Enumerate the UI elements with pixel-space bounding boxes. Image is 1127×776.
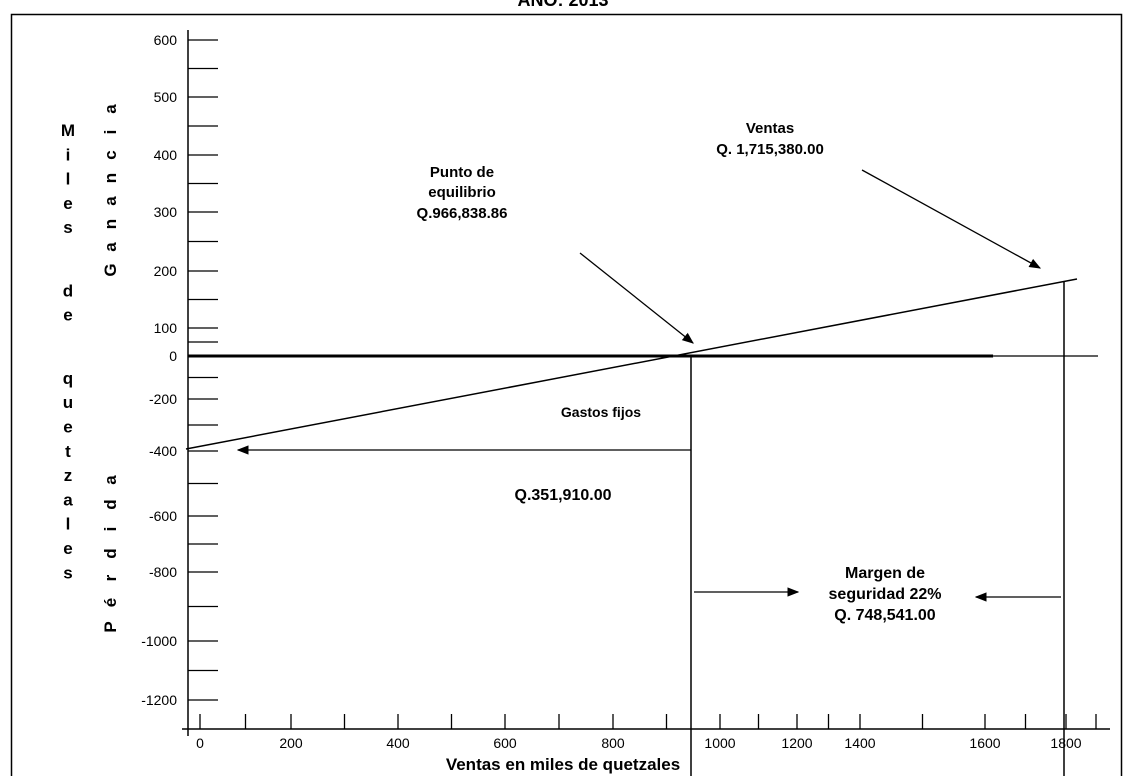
annotation-sales-line-1: Ventas <box>746 120 794 137</box>
y-tick-label: 600 <box>154 32 178 48</box>
y-tick-label: 400 <box>154 147 178 163</box>
arrow-breakeven <box>579 252 694 344</box>
series-group <box>185 278 1078 450</box>
x-tick-label: 600 <box>493 735 517 751</box>
annotation-safety-margin-line-2: seguridad 22% <box>829 586 942 603</box>
annotation-safety-margin: Margen de seguridad 22% Q. 748,541.00 <box>829 565 942 624</box>
y-axis-side-letter: a <box>101 242 120 252</box>
y-tick-label: -400 <box>149 443 177 459</box>
y-axis-side-letter: P <box>101 621 120 632</box>
y-axis-side-letter: a <box>101 475 120 485</box>
y-tick-label: 200 <box>154 263 178 279</box>
y-axis-title-letter: l <box>66 515 71 534</box>
y-axis-ticks: 600 500 400 300 200 100 0 -200 -400 -600 -800 -1000… <box>141 32 218 708</box>
y-axis-title-letter: e <box>63 306 72 325</box>
y-axis-lower-label: Pé r d i d a <box>101 475 120 633</box>
y-axis-side-letter: a <box>101 196 120 206</box>
x-tick-label: 800 <box>601 735 625 751</box>
y-tick-label: -600 <box>149 508 177 524</box>
annotation-fixed-costs-value: Q.351,910.00 <box>515 487 612 504</box>
y-axis-title-letter: z <box>64 466 73 485</box>
y-tick-label: -200 <box>149 391 177 407</box>
y-tick-label: -800 <box>149 564 177 580</box>
annotation-breakeven-line-1: Punto de <box>430 164 494 181</box>
y-axis-side-letter: r <box>101 574 120 581</box>
y-tick-label: 500 <box>154 89 178 105</box>
y-axis-side-letter: G <box>101 263 120 276</box>
y-axis-side-letter: a <box>101 104 120 114</box>
annotation-breakeven-line-2: equilibrio <box>428 184 496 201</box>
x-tick-label: 1200 <box>781 735 812 751</box>
x-axis-ticks: 0 200 400 600 800 1000 1200 1400 1600 1800 <box>196 714 1097 751</box>
y-axis-title-letter: e <box>63 417 72 436</box>
annotation-arrows <box>236 169 1061 602</box>
y-axis-title-letter: e <box>63 539 72 558</box>
x-tick-label: 1800 <box>1050 735 1081 751</box>
annotation-sales-line-2: Q. 1,715,380.00 <box>716 141 824 158</box>
x-tick-label: 1000 <box>704 735 735 751</box>
y-axis-side-letter: i <box>101 527 120 532</box>
y-axis-title-letter: u <box>63 393 73 412</box>
y-axis-side-letter: n <box>101 219 120 229</box>
y-axis-side-letter: é <box>101 598 120 607</box>
y-axis-title-letter: t <box>65 442 71 461</box>
y-axis-side-letter: d <box>101 499 120 509</box>
y-tick-label: 0 <box>169 348 177 364</box>
annotation-sales: Ventas Q. 1,715,380.00 <box>716 120 824 158</box>
sales-line <box>185 278 1078 450</box>
annotation-fixed-costs: Gastos fijos <box>561 404 641 420</box>
chart-frame <box>10 13 1123 776</box>
y-axis-title-letter: l <box>66 170 71 189</box>
annotation-safety-margin-line-1: Margen de <box>845 565 925 582</box>
y-axis-title-letter: i <box>66 145 71 164</box>
reference-lines <box>188 282 1098 776</box>
x-tick-label: 1400 <box>844 735 875 751</box>
x-tick-label: 0 <box>196 735 204 751</box>
y-axis-side-letter: i <box>101 130 120 135</box>
y-axis-upper-label: Ga n a n c i a <box>101 104 120 277</box>
chart-title: AÑO: 2013 <box>517 0 608 10</box>
x-tick-label: 200 <box>279 735 303 751</box>
x-tick-label: 1600 <box>969 735 1000 751</box>
y-axis-side-letter: d <box>101 548 120 558</box>
x-tick-label: 400 <box>386 735 410 751</box>
y-axis-title-letter: e <box>63 194 72 213</box>
y-axis-side-letter: n <box>101 173 120 183</box>
y-axis-title-letter: s <box>63 563 72 582</box>
y-tick-label: 300 <box>154 204 178 220</box>
y-axis-title-letter: s <box>63 218 72 237</box>
y-tick-label: -1200 <box>141 692 177 708</box>
y-axis-title-letter: q <box>63 369 73 388</box>
y-axis-title-letter: M <box>61 121 75 140</box>
annotation-breakeven: Punto de equilibrio Q.966,838.86 <box>417 164 508 222</box>
annotation-breakeven-line-3: Q.966,838.86 <box>417 205 508 222</box>
y-axis-title-letter: a <box>63 490 73 509</box>
y-tick-label: -1000 <box>141 633 177 649</box>
y-axis-title-letter: d <box>63 281 73 300</box>
annotation-safety-margin-line-3: Q. 748,541.00 <box>834 607 936 624</box>
y-tick-label: 100 <box>154 320 178 336</box>
y-axis-side-letter: c <box>101 150 120 159</box>
arrow-sales <box>861 169 1042 269</box>
x-axis-title: Ventas en miles de quetzales <box>446 755 680 774</box>
